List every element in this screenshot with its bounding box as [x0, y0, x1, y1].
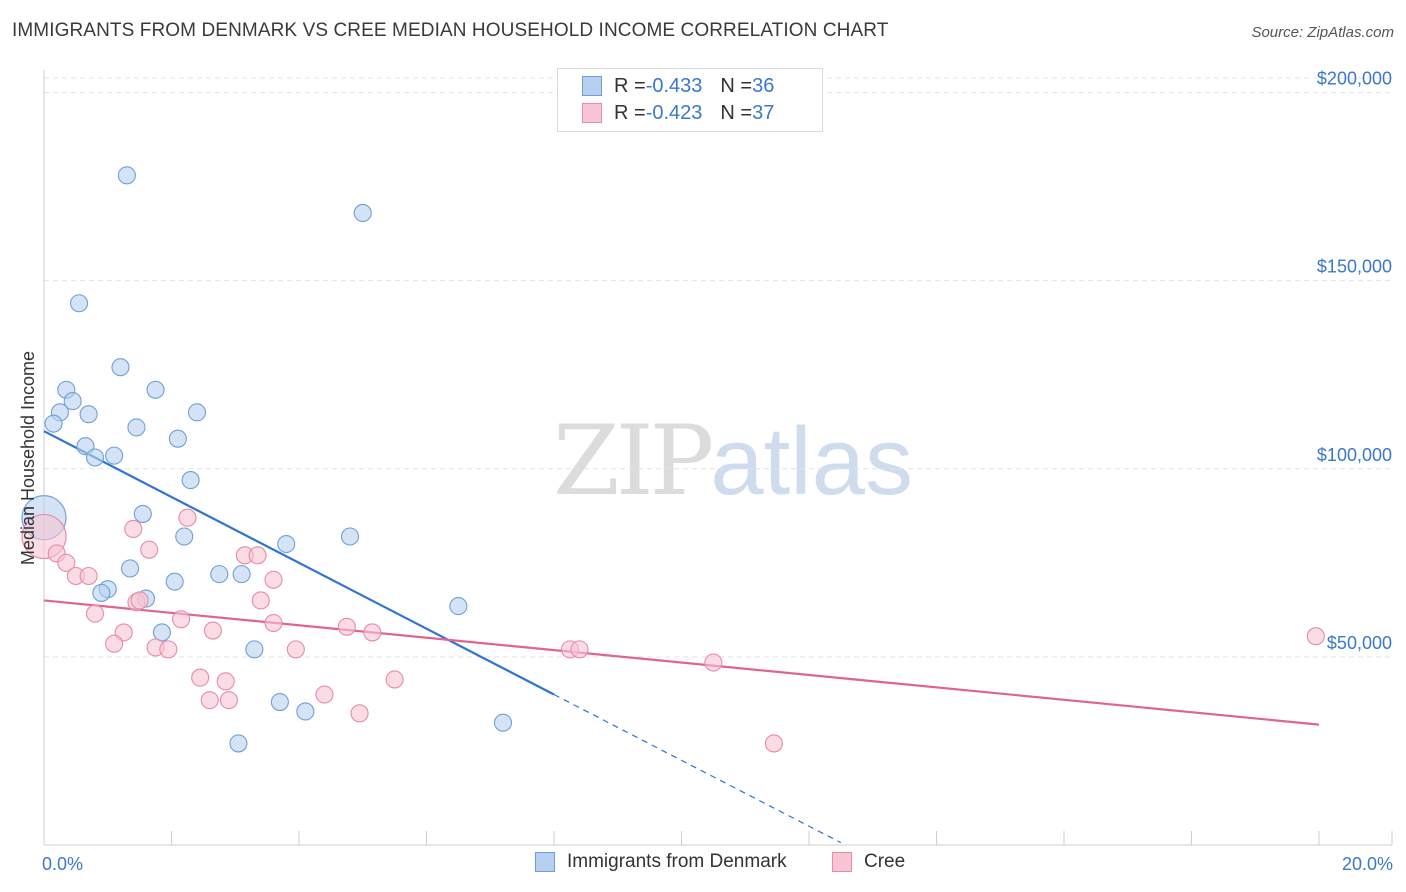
denmark-point — [493, 713, 513, 732]
cree-point — [159, 640, 178, 659]
cree-point — [191, 668, 210, 687]
denmark-point — [127, 418, 146, 437]
cree-swatch — [582, 103, 602, 123]
denmark-point — [85, 448, 105, 467]
denmark-point — [92, 583, 111, 602]
denmark-point — [111, 358, 130, 377]
legend-n-value: 36 — [752, 74, 775, 97]
x-tick-label: 0.0% — [42, 854, 83, 874]
legend-denmark-label: Immigrants from Denmark — [567, 851, 787, 872]
legend-item-denmark: Immigrants from Denmark — [535, 851, 787, 873]
cree-point — [216, 672, 235, 691]
cree-point — [337, 617, 356, 636]
legend-n-value: 37 — [752, 101, 775, 124]
cree-point — [1306, 627, 1325, 646]
denmark-point — [245, 640, 264, 659]
denmark-point — [70, 294, 89, 313]
legend-n-label: N = — [720, 101, 753, 124]
denmark-point — [270, 692, 289, 712]
legend-n-label: N = — [720, 74, 753, 97]
denmark-point — [232, 565, 251, 584]
cree-point — [200, 691, 219, 710]
y-tick-label: $200,000 — [1317, 69, 1392, 89]
denmark-point — [146, 380, 165, 399]
cree-point — [704, 653, 723, 672]
watermark: ZIPatlas — [553, 405, 913, 517]
denmark-point — [152, 623, 171, 642]
cree-point — [315, 685, 334, 704]
chart-title: IMMIGRANTS FROM DENMARK VS CREE MEDIAN H… — [12, 20, 889, 41]
cree-point — [248, 546, 267, 565]
cree-point — [124, 519, 143, 539]
cree-point — [130, 591, 149, 610]
denmark-point — [229, 734, 248, 753]
denmark-trend-extension — [553, 693, 842, 844]
series-legend: Immigrants from Denmark Cree — [0, 851, 1406, 879]
denmark-legend-swatch — [535, 852, 555, 872]
y-axis-title: Median Household Income — [18, 351, 38, 565]
denmark-point — [63, 392, 82, 411]
axes — [43, 70, 1393, 846]
denmark-point — [340, 527, 360, 546]
denmark-point — [121, 559, 140, 578]
legend-row-cree: R = -0.423 N = 37 — [582, 100, 774, 126]
denmark-point — [175, 527, 194, 546]
cree-point — [286, 640, 305, 659]
cree-point — [140, 540, 159, 559]
denmark-point — [353, 203, 372, 223]
cree-point — [385, 670, 404, 689]
cree-point — [203, 621, 222, 640]
denmark-swatch — [582, 76, 602, 96]
denmark-point — [210, 565, 229, 584]
tick-labels: $50,000 $100,000 $150,000 $200,000 0.0% 20.0% — [42, 69, 1393, 874]
cree-legend-swatch — [832, 852, 852, 872]
legend-r-label: R = — [614, 74, 646, 97]
legend-cree-label: Cree — [864, 851, 906, 872]
correlation-legend: R = -0.433 N = 36 R = -0.423 N = 37 — [557, 68, 823, 132]
x-tick-label: 20.0% — [1342, 854, 1393, 874]
cree-trend-line — [43, 599, 1320, 726]
cree-point — [172, 610, 191, 629]
cree-point — [350, 704, 369, 723]
denmark-point — [133, 504, 152, 523]
denmark-point — [181, 471, 200, 490]
denmark-point — [187, 403, 207, 422]
cree-point — [85, 604, 105, 623]
cree-point — [79, 566, 98, 586]
legend-item-cree: Cree — [832, 851, 905, 873]
source-label: Source: ZipAtlas.com — [1251, 24, 1394, 41]
y-tick-label: $50,000 — [1327, 633, 1392, 653]
denmark-point — [79, 405, 98, 424]
cree-point — [251, 591, 270, 610]
cree-point — [219, 691, 238, 710]
denmark-point — [168, 429, 187, 448]
denmark-trend-line — [43, 430, 555, 696]
denmark-point — [117, 166, 136, 185]
legend-row-denmark: R = -0.433 N = 36 — [582, 73, 774, 99]
denmark-point — [296, 702, 315, 721]
watermark-atlas: atlas — [710, 408, 913, 515]
cree-point — [57, 553, 76, 572]
legend-r-label: R = — [614, 101, 646, 124]
cree-point — [764, 734, 783, 753]
y-tick-label: $100,000 — [1317, 445, 1392, 465]
data-points — [21, 166, 1325, 753]
cree-point — [264, 613, 283, 633]
y-tick-label: $150,000 — [1317, 257, 1392, 277]
denmark-point — [449, 597, 468, 616]
trend-lines — [43, 430, 1320, 844]
legend-r-value: -0.423 — [645, 101, 703, 124]
cree-point — [105, 634, 124, 653]
denmark-point — [44, 414, 63, 433]
legend-r-value: -0.433 — [645, 74, 703, 97]
denmark-point — [277, 534, 296, 554]
cree-point — [363, 623, 382, 642]
cree-point — [570, 640, 589, 659]
denmark-point — [165, 572, 184, 591]
cree-point — [264, 570, 283, 589]
cree-point — [178, 508, 197, 527]
denmark-point — [105, 446, 124, 465]
watermark-zip: ZIP — [553, 405, 714, 517]
